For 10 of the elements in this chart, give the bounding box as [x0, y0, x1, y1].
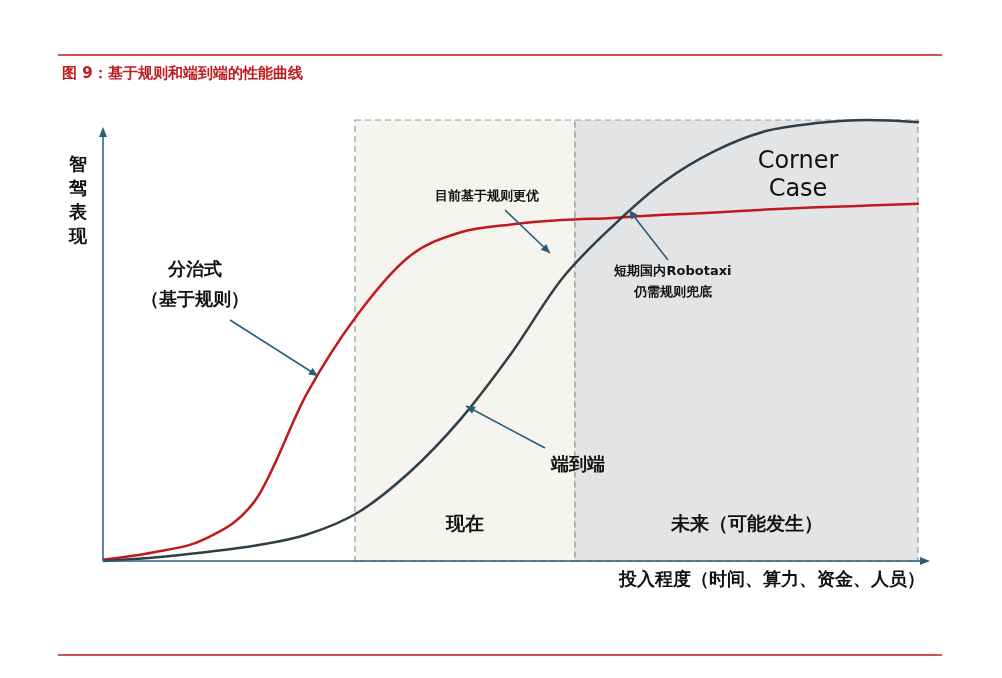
y-axis-title: 智驾表现	[68, 153, 88, 246]
annotation: Corner Case	[757, 146, 839, 202]
annotation: 未来（可能发生）	[670, 512, 823, 534]
annotation: 短期国内Robotaxi仍需规则兜底	[613, 263, 732, 299]
annotation: 目前基于规则更优	[435, 188, 539, 203]
annotation: 现在	[445, 512, 484, 534]
annotation: 分治式（基于规则）	[141, 258, 249, 309]
chart-title: 图 9：基于规则和端到端的性能曲线	[62, 64, 303, 82]
annotation: 端到端	[550, 453, 605, 474]
x-axis-title: 投入程度（时间、算力、资金、人员）	[618, 568, 925, 589]
